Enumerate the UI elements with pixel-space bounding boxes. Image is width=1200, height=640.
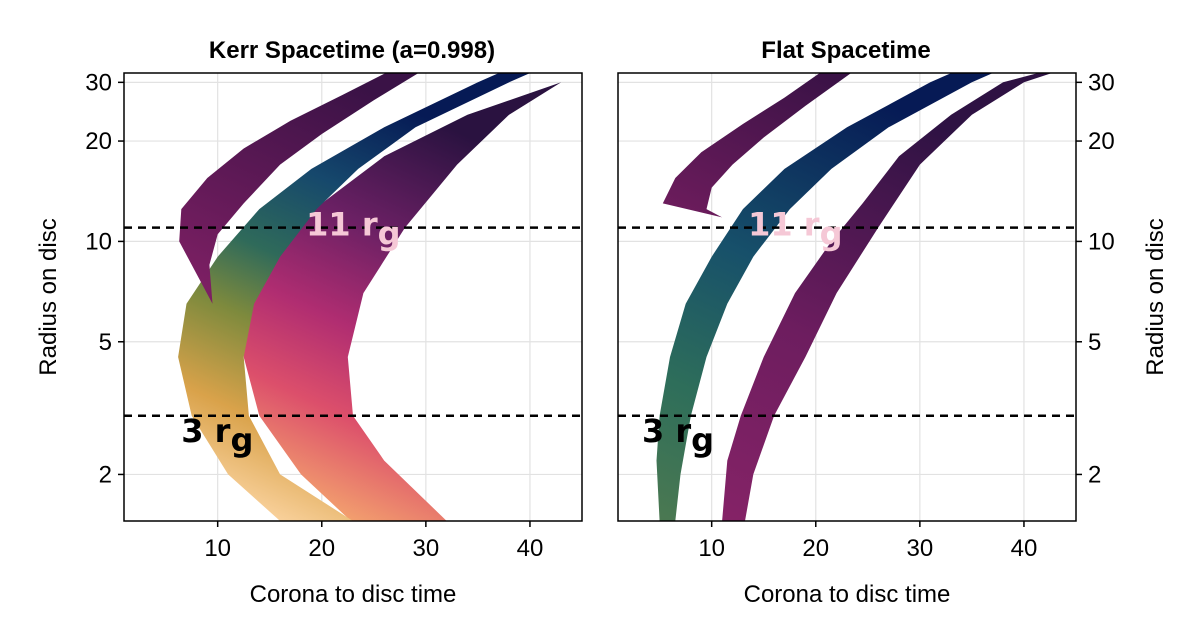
annotation: 11 rg — [748, 206, 842, 253]
y-tick-label: 30 — [1088, 69, 1115, 96]
y-tick-label: 10 — [85, 228, 112, 255]
flat-ylabel: Radius on disc — [1142, 218, 1169, 375]
x-tick-label: 40 — [517, 535, 544, 562]
flat-xlabel: Corona to disc time — [744, 581, 951, 608]
y-tick-label: 30 — [85, 69, 112, 96]
x-tick-label: 20 — [802, 535, 829, 562]
y-tick-label: 5 — [99, 329, 112, 356]
x-tick-label: 10 — [698, 535, 725, 562]
kerr-xlabel: Corona to disc time — [250, 581, 457, 608]
kerr-panel: Kerr Spacetime (a=0.998) 11 rg3 rg 10 20 3… — [35, 37, 592, 608]
x-tick-label: 30 — [413, 535, 440, 562]
band-outer — [722, 69, 1066, 522]
kerr-ylabel: Radius on disc — [35, 218, 62, 375]
y-tick-label: 5 — [1088, 329, 1101, 356]
y-tick-label: 10 — [1088, 228, 1115, 255]
y-tick-label: 20 — [85, 128, 112, 155]
flat-bands — [657, 69, 1066, 522]
x-tick-label: 10 — [204, 535, 231, 562]
flat-panel: Flat Spacetime 11 rg3 rg 10 20 30 402510203… — [618, 37, 1169, 608]
y-tick-label: 2 — [1088, 461, 1101, 488]
flat-title: Flat Spacetime — [761, 37, 930, 64]
x-tick-label: 40 — [1011, 535, 1038, 562]
x-tick-label: 30 — [907, 535, 934, 562]
kerr-title: Kerr Spacetime (a=0.998) — [209, 37, 495, 64]
y-tick-label: 2 — [99, 461, 112, 488]
y-tick-label: 20 — [1088, 128, 1115, 155]
x-tick-label: 20 — [308, 535, 335, 562]
